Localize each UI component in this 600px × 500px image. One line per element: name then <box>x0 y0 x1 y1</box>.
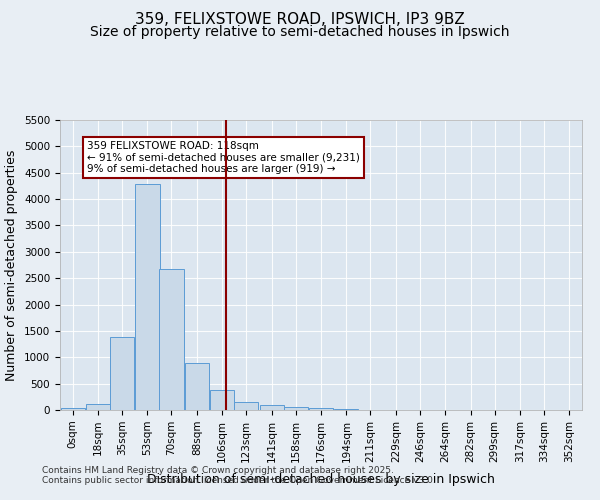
Text: Contains HM Land Registry data © Crown copyright and database right 2025.
Contai: Contains HM Land Registry data © Crown c… <box>42 466 436 485</box>
Bar <box>86 404 110 410</box>
Bar <box>185 362 209 410</box>
Text: 359, FELIXSTOWE ROAD, IPSWICH, IP3 9BZ: 359, FELIXSTOWE ROAD, IPSWICH, IP3 9BZ <box>135 12 465 28</box>
Bar <box>284 407 308 410</box>
Bar <box>61 408 85 410</box>
Bar <box>234 402 258 410</box>
Bar <box>260 406 284 410</box>
Bar <box>136 184 160 410</box>
Y-axis label: Number of semi-detached properties: Number of semi-detached properties <box>5 150 19 380</box>
Text: Size of property relative to semi-detached houses in Ipswich: Size of property relative to semi-detach… <box>90 25 510 39</box>
Bar <box>210 390 235 410</box>
Bar <box>309 408 333 410</box>
X-axis label: Distribution of semi-detached houses by size in Ipswich: Distribution of semi-detached houses by … <box>147 473 495 486</box>
Bar <box>110 337 134 410</box>
Bar <box>160 268 184 410</box>
Text: 359 FELIXSTOWE ROAD: 118sqm
← 91% of semi-detached houses are smaller (9,231)
9%: 359 FELIXSTOWE ROAD: 118sqm ← 91% of sem… <box>87 141 359 174</box>
